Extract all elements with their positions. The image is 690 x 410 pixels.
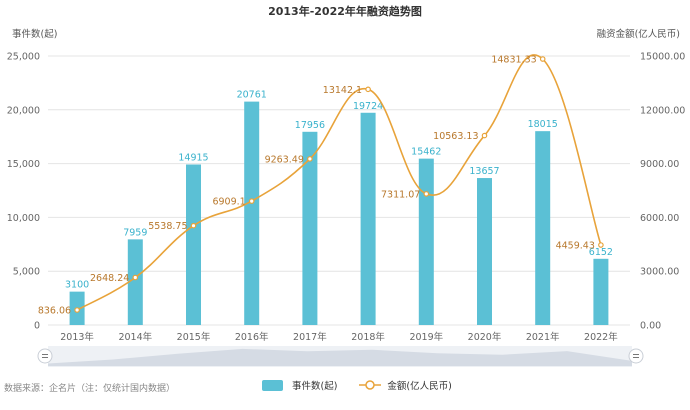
bar[interactable] bbox=[360, 112, 376, 325]
line-point[interactable] bbox=[539, 56, 546, 62]
bar-value-label: 3100 bbox=[65, 280, 89, 291]
bar-swatch-icon bbox=[262, 379, 283, 391]
left-axis-name: 事件数(起) bbox=[12, 28, 57, 40]
line-value-label: 10563.13 bbox=[433, 131, 478, 142]
x-axis-ticks: 2013年 2014年 2015年 2016年 2017年 2018年 2019年 2020年… bbox=[60, 331, 618, 343]
line-value-label: 4459.43 bbox=[556, 241, 595, 252]
slider-handle-right[interactable] bbox=[628, 348, 644, 364]
bar[interactable] bbox=[593, 258, 609, 325]
line-point[interactable] bbox=[598, 242, 604, 248]
x-tick-label: 2017年 bbox=[293, 331, 327, 343]
line-labels: 836.06 2648.24 5538.75 6909.1 9263.49 13142.1… bbox=[38, 55, 595, 317]
bar-series bbox=[69, 101, 609, 326]
line-value-label: 13142.1 bbox=[323, 85, 362, 96]
x-tick-label: 2016年 bbox=[235, 331, 269, 343]
bar-value-label: 6152 bbox=[589, 247, 613, 258]
line-point[interactable] bbox=[74, 307, 80, 313]
bar-value-label: 20761 bbox=[237, 90, 267, 101]
chart-title: 2013年-2022年年融资趋势图 bbox=[268, 4, 422, 18]
bar-value-label: 13657 bbox=[469, 166, 499, 177]
legend-label-amount: 金额(亿人民币) bbox=[387, 381, 452, 392]
line-point[interactable] bbox=[190, 222, 197, 229]
data-zoom-slider[interactable] bbox=[37, 346, 644, 367]
bar-labels: 3100 7959 14915 20761 17956 19724 15462 13657 18… bbox=[65, 90, 613, 291]
left-axis-ticks: 0 5,000 10,000 15,000 20,000 25,000 bbox=[7, 52, 40, 332]
bar-value-label: 14915 bbox=[178, 153, 208, 164]
line-point[interactable] bbox=[132, 274, 139, 281]
right-tick-label: 15000.00 bbox=[640, 52, 685, 63]
bar[interactable] bbox=[186, 164, 201, 325]
line-circle-swatch-icon bbox=[359, 380, 382, 390]
line-value-label: 836.06 bbox=[38, 306, 71, 317]
line-point[interactable] bbox=[481, 132, 488, 139]
left-tick-label: 15,000 bbox=[7, 159, 40, 170]
x-tick-label: 2013年 bbox=[60, 331, 94, 343]
bar[interactable] bbox=[535, 131, 551, 325]
line-value-label: 2648.24 bbox=[90, 273, 129, 284]
grid-lines bbox=[48, 55, 630, 326]
left-tick-label: 10,000 bbox=[7, 213, 40, 224]
data-source-note: 数据来源：企名片（注：仅统计国内数据） bbox=[4, 384, 176, 394]
right-tick-label: 6000.00 bbox=[640, 213, 679, 224]
bar-value-label: 18015 bbox=[528, 119, 558, 130]
bar[interactable] bbox=[302, 131, 318, 325]
x-tick-label: 2021年 bbox=[526, 331, 560, 343]
slider-preview bbox=[48, 348, 632, 366]
bar[interactable] bbox=[477, 178, 492, 325]
x-tick-label: 2014年 bbox=[118, 331, 152, 343]
bar-value-label: 17956 bbox=[295, 120, 325, 131]
line-value-label: 6909.1 bbox=[212, 197, 245, 208]
legend-item-events[interactable]: 事件数(起) bbox=[262, 378, 337, 392]
line-value-label: 5538.75 bbox=[148, 221, 187, 232]
bar[interactable] bbox=[418, 158, 434, 325]
line-point[interactable] bbox=[307, 156, 313, 162]
left-tick-label: 0 bbox=[34, 321, 40, 332]
right-tick-label: 0.00 bbox=[640, 321, 661, 332]
x-tick-label: 2019年 bbox=[409, 331, 443, 343]
right-axis-name: 融资金额(亿人民币) bbox=[597, 28, 680, 40]
bar-value-label: 19724 bbox=[353, 101, 383, 112]
legend-label-events: 事件数(起) bbox=[292, 381, 338, 392]
slider-handle-left[interactable] bbox=[37, 348, 53, 364]
left-tick-label: 25,000 bbox=[7, 52, 40, 63]
line-points bbox=[74, 56, 604, 313]
bar-value-label: 7959 bbox=[123, 227, 147, 238]
line-point[interactable] bbox=[423, 191, 430, 197]
left-tick-label: 5,000 bbox=[13, 267, 40, 278]
x-tick-label: 2020年 bbox=[468, 331, 502, 343]
legend: 事件数(起) 金额(亿人民币) bbox=[262, 378, 474, 392]
line-value-label: 7311.07 bbox=[381, 189, 420, 200]
line-point[interactable] bbox=[248, 198, 255, 204]
right-tick-label: 12000.00 bbox=[640, 105, 685, 116]
x-tick-label: 2022年 bbox=[584, 331, 618, 343]
x-tick-label: 2018年 bbox=[351, 331, 385, 343]
x-tick-label: 2015年 bbox=[177, 331, 211, 343]
bar[interactable] bbox=[127, 239, 143, 325]
right-tick-label: 9000.00 bbox=[640, 159, 679, 170]
left-tick-label: 20,000 bbox=[7, 105, 40, 116]
bar[interactable] bbox=[244, 101, 260, 326]
line-value-label: 9263.49 bbox=[265, 154, 304, 165]
bar-value-label: 15462 bbox=[411, 147, 441, 158]
line-point[interactable] bbox=[365, 86, 371, 93]
legend-item-amount[interactable]: 金额(亿人民币) bbox=[359, 378, 452, 392]
line-value-label: 14831.33 bbox=[491, 55, 536, 66]
right-axis-ticks: 0.00 3000.00 6000.00 9000.00 12000.00 15000.0… bbox=[640, 52, 685, 332]
right-tick-label: 3000.00 bbox=[640, 267, 679, 278]
